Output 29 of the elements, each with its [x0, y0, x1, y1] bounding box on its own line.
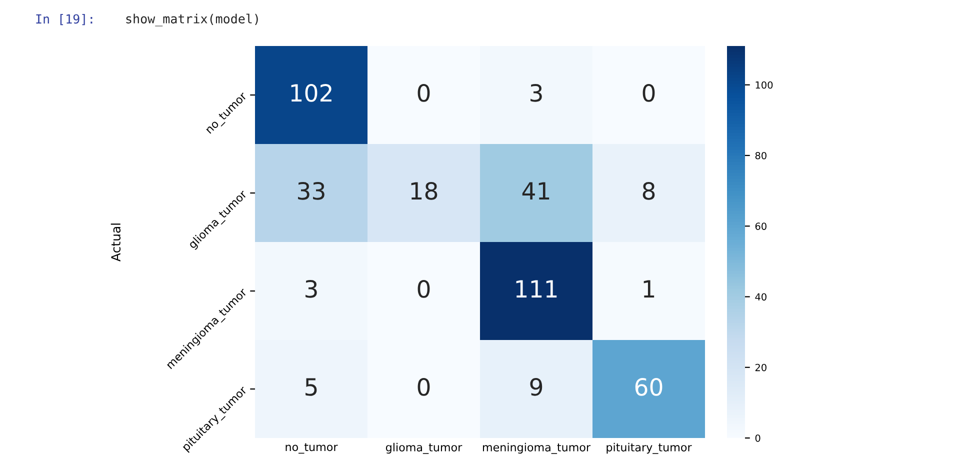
color-bar-label: 0 [755, 434, 760, 442]
data-label: 8 [642, 182, 655, 200]
text: show_matrix(model) [126, 14, 258, 26]
data-label: 1 [644, 280, 654, 298]
data-label: 0 [418, 84, 430, 102]
data-label: 0 [642, 84, 655, 102]
color-bar-label: 40 [755, 293, 766, 301]
data-label: 111 [516, 280, 557, 298]
data-label: 102 [291, 84, 332, 102]
data-label: 3 [530, 84, 542, 102]
data-label: 60 [635, 378, 662, 396]
x-tick-label: meningioma_tumor [482, 442, 591, 454]
color-bar-label: 80 [755, 152, 766, 160]
data-label: 0 [418, 280, 430, 298]
x-tick-label: glioma_tumor [386, 442, 462, 454]
data-label: 33 [298, 182, 324, 200]
color-bar-label: 20 [755, 364, 766, 372]
x-tick-label: no_tumor [286, 443, 338, 454]
data-label: 0 [418, 378, 430, 396]
text: In [19]: [36, 14, 92, 26]
data-label: 41 [522, 182, 550, 200]
data-label: 9 [530, 378, 542, 396]
data-label: 3 [306, 280, 317, 298]
x-tick-label: pituitary_tumor [606, 442, 692, 454]
y-axis-title: Actual [110, 224, 121, 262]
data-label: 5 [306, 378, 317, 396]
color-bar-label: 100 [756, 81, 773, 89]
data-label: 18 [411, 182, 438, 200]
color-bar-label: 60 [755, 222, 766, 230]
